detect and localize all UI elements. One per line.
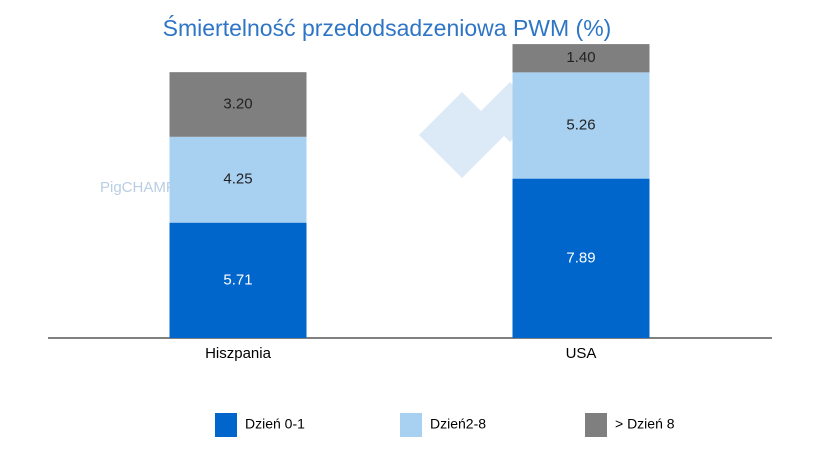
bar-segment [169, 72, 307, 137]
bar-segment [512, 72, 650, 179]
legend-label: Dzień 0-1 [245, 416, 305, 432]
legend-swatch [585, 413, 607, 437]
legend-label: > Dzień 8 [615, 416, 675, 432]
x-tick-label: USA [566, 345, 597, 362]
legend-label: Dzień2-8 [430, 416, 486, 432]
data-label: 7.89 [566, 249, 595, 266]
data-label: 1.40 [566, 49, 595, 66]
data-label: 5.26 [566, 116, 595, 133]
x-tick-label: Hiszpania [205, 345, 272, 362]
chart-title: Śmiertelność przedodsadzeniowa PWM (%) [163, 14, 612, 41]
data-label: 4.25 [223, 171, 252, 188]
legend-swatch [400, 413, 422, 437]
bar-segment [512, 44, 650, 73]
bar-segment [169, 222, 307, 338]
data-label: 5.71 [223, 271, 252, 288]
legend-swatch [215, 413, 237, 437]
bar-segment [169, 136, 307, 223]
bar-segment [512, 178, 650, 338]
data-label: 3.20 [223, 95, 252, 112]
